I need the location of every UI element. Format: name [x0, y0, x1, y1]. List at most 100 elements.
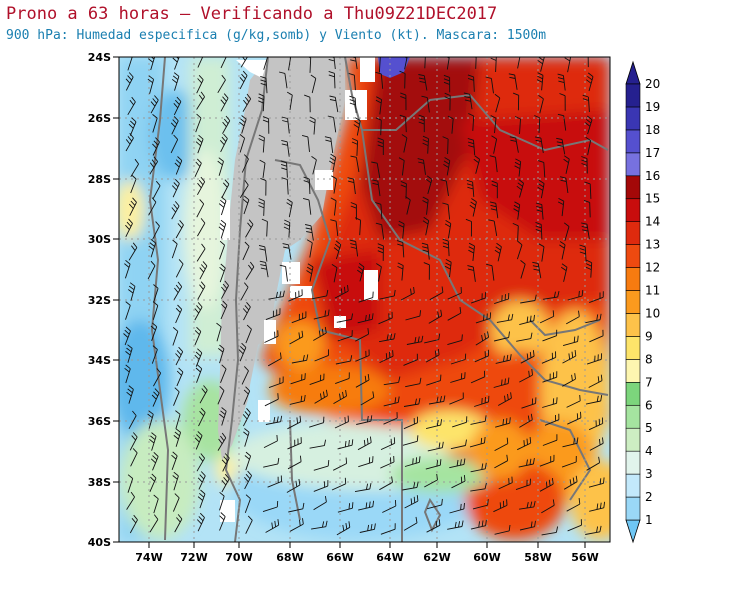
wind-barb — [359, 523, 376, 533]
wind-barb — [452, 416, 468, 428]
wind-barb — [349, 95, 357, 113]
wind-barb — [539, 310, 555, 324]
wind-barb — [404, 456, 421, 467]
wind-barb — [335, 372, 350, 385]
wind-barb — [313, 326, 327, 341]
wind-barb — [279, 264, 288, 282]
colorbar-high-triangle — [625, 60, 641, 85]
wind-barb — [562, 373, 576, 387]
wind-barb — [582, 94, 590, 113]
lon-label: 60W — [473, 551, 500, 564]
colorbar-label: 12 — [645, 261, 660, 275]
wind-barb — [290, 373, 306, 385]
wind-barb — [426, 519, 441, 533]
wind-barb — [559, 176, 569, 194]
wind-barb — [149, 473, 157, 492]
wind-barb — [337, 439, 354, 450]
wind-barb — [128, 410, 137, 430]
wind-barb — [538, 95, 544, 114]
wind-barb — [399, 70, 406, 89]
wind-barb — [130, 158, 139, 178]
wind-barb — [173, 96, 182, 116]
colorbar-label: 10 — [645, 306, 660, 320]
wind-barb — [301, 134, 310, 152]
wind-barb — [152, 301, 159, 320]
wind-barb — [400, 180, 407, 199]
wind-barb — [123, 326, 131, 346]
wind-barb — [403, 516, 418, 531]
wind-barb — [466, 179, 475, 197]
wind-barb — [405, 377, 422, 388]
wind-barb — [199, 261, 208, 280]
wind-barb — [494, 292, 510, 305]
wind-barb — [243, 386, 251, 405]
wind-barb — [333, 240, 342, 260]
wind-barb — [557, 198, 565, 217]
wind-barb — [127, 474, 134, 493]
wind-barb — [490, 57, 497, 73]
wind-barb — [147, 410, 154, 429]
wind-barb — [424, 57, 426, 69]
wind-barb — [303, 176, 311, 195]
colorbar-box — [625, 313, 641, 337]
wind-barb — [473, 155, 481, 174]
wind-barb — [198, 407, 206, 427]
wind-barb — [125, 301, 131, 320]
wind-barb — [221, 280, 229, 299]
wind-barb — [465, 218, 472, 237]
wind-barb — [263, 457, 280, 468]
wind-barb — [559, 241, 566, 260]
wind-barb — [353, 117, 361, 136]
colorbar-box — [625, 496, 641, 521]
wind-barb — [218, 196, 227, 216]
colorbar-label: 17 — [645, 146, 660, 160]
wind-barb — [470, 482, 487, 492]
wind-barb — [467, 138, 476, 156]
wind-barb — [561, 455, 577, 468]
wind-barb — [377, 243, 384, 261]
wind-barb — [474, 349, 490, 363]
wind-barb — [537, 179, 545, 199]
wind-barb — [380, 437, 396, 451]
wind-barb — [149, 432, 157, 451]
wind-barb — [245, 219, 254, 238]
wind-barb — [355, 374, 370, 388]
wind-barb — [489, 201, 499, 219]
wind-barb — [291, 354, 309, 364]
wind-barb — [313, 309, 330, 320]
wind-barb — [329, 153, 337, 173]
colorbar-label: 3 — [645, 467, 653, 481]
wind-barb — [493, 331, 510, 342]
wind-barb — [174, 514, 183, 533]
wind-barb — [197, 176, 206, 196]
lon-label: 72W — [180, 551, 207, 564]
wind-barb — [244, 494, 251, 513]
wind-barb — [371, 161, 381, 179]
wind-barb — [396, 240, 405, 258]
wind-barb — [403, 416, 419, 430]
lon-label: 68W — [276, 551, 303, 564]
wind-barb — [128, 117, 137, 136]
wind-barb — [534, 136, 544, 153]
wind-barb — [489, 155, 498, 173]
wind-barb — [517, 437, 532, 451]
map-subtitle: 900 hPa: Humedad especifica (g/kg,somb) … — [6, 28, 547, 43]
wind-barb — [567, 411, 582, 425]
wind-barb — [305, 224, 314, 241]
wind-barb — [240, 57, 248, 68]
wind-barb — [588, 477, 605, 488]
wind-barb — [428, 309, 443, 324]
wind-barb — [444, 220, 452, 239]
wind-barb — [176, 367, 184, 387]
wind-barb — [150, 322, 158, 341]
wind-barb — [124, 364, 131, 384]
wind-barb — [427, 498, 443, 510]
wind-barb — [195, 134, 204, 154]
lat-label: 36S — [88, 415, 111, 428]
wind-barb — [195, 113, 202, 133]
wind-barb — [428, 395, 446, 405]
wind-barb — [147, 75, 155, 94]
wind-barb — [402, 435, 419, 446]
